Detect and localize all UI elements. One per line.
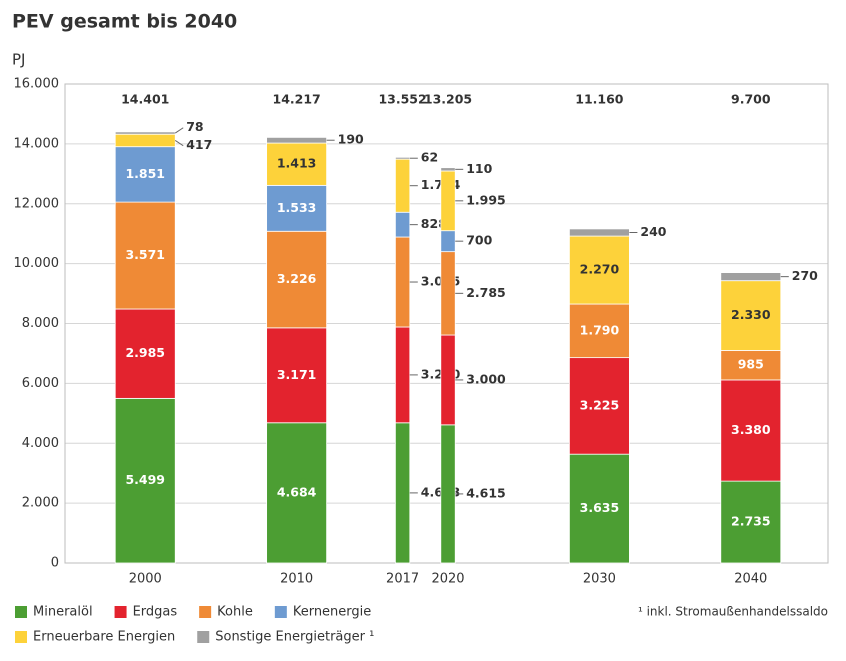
legend-label: Erdgas <box>133 605 178 620</box>
value-label: 2.985 <box>125 345 165 360</box>
legend-swatch <box>15 606 27 618</box>
legend-swatch <box>197 631 210 643</box>
bar-segment <box>266 327 328 424</box>
value-label: 3.226 <box>277 271 317 286</box>
value-label: 3.000 <box>466 371 506 386</box>
bar-segment <box>720 280 782 351</box>
leader-line <box>174 140 184 147</box>
bar-segment <box>440 251 456 336</box>
x-tick-label: 2000 <box>129 572 162 587</box>
total-label: 14.217 <box>273 92 321 107</box>
total-label: 9.700 <box>731 92 771 107</box>
bar-segment <box>394 236 411 328</box>
value-label: 1.533 <box>277 200 317 215</box>
bar-segment <box>266 136 328 144</box>
value-label: 700 <box>466 233 492 248</box>
bar-segment <box>440 170 456 232</box>
value-label: 2.330 <box>731 307 771 322</box>
legend-swatch <box>15 631 27 643</box>
legend-label: Kernenergie <box>293 605 371 620</box>
bar-segment <box>394 156 411 160</box>
value-label: 3.635 <box>580 500 620 515</box>
value-label: 2.270 <box>580 262 620 277</box>
x-tick-label: 2020 <box>431 572 464 587</box>
value-label: 240 <box>640 224 666 239</box>
x-tick-label: 2040 <box>734 572 767 587</box>
bar-segment <box>394 422 411 564</box>
value-label: 270 <box>792 268 818 283</box>
bar-segment <box>440 334 456 426</box>
bar-segment <box>114 133 176 148</box>
y-tick-label: 12.000 <box>14 196 60 211</box>
bar-segment <box>266 142 328 186</box>
x-tick-label: 2010 <box>280 572 313 587</box>
legend-swatch <box>199 606 212 618</box>
bar-segment <box>114 308 176 399</box>
bar-segment <box>394 211 411 238</box>
y-tick-label: 2.000 <box>22 496 59 511</box>
y-tick-label: 6.000 <box>22 376 59 391</box>
value-label: 1.851 <box>125 166 165 181</box>
bar-segment <box>114 146 176 203</box>
value-label: 417 <box>186 137 212 152</box>
value-label: 985 <box>738 357 764 372</box>
bar-segment <box>266 422 328 564</box>
bar-segment <box>440 230 456 253</box>
bar-segment <box>114 397 176 564</box>
chart-title: PEV gesamt bis 2040 <box>12 11 237 33</box>
value-label: 1.995 <box>466 192 506 207</box>
bar-segment <box>266 184 328 232</box>
value-label: 3.380 <box>731 422 771 437</box>
value-label: 1.790 <box>580 322 620 337</box>
x-tick-label: 2030 <box>583 572 616 587</box>
y-tick-label: 8.000 <box>22 316 59 331</box>
bar-segment <box>394 158 411 213</box>
value-label: 4.684 <box>277 484 317 499</box>
y-tick-label: 4.000 <box>22 436 59 451</box>
value-label: 5.499 <box>125 472 165 487</box>
total-label: 14.401 <box>121 92 169 107</box>
y-tick-label: 16.000 <box>14 77 60 92</box>
bar-segment <box>720 272 782 282</box>
x-tick-label: 2017 <box>386 572 419 587</box>
footnote: ¹ inkl. Stromaußenhandelssaldo <box>638 605 828 619</box>
bar-segment <box>569 303 630 359</box>
value-label: 2.735 <box>731 514 771 529</box>
value-label: 3.225 <box>580 397 620 412</box>
bar-segment <box>720 480 782 564</box>
legend-label: Kohle <box>217 605 253 620</box>
bar-segment <box>440 167 456 172</box>
legend-label: Mineralöl <box>33 605 93 620</box>
y-tick-label: 10.000 <box>14 256 60 271</box>
total-label: 13.205 <box>424 92 472 107</box>
bar-segment <box>394 326 411 424</box>
value-label: 1.413 <box>277 156 317 171</box>
value-label: 62 <box>421 150 438 165</box>
total-label: 11.160 <box>575 92 624 107</box>
value-label: 78 <box>186 119 203 134</box>
bar-segment <box>266 230 328 329</box>
value-label: 110 <box>466 161 492 176</box>
y-tick-label: 14.000 <box>14 136 60 151</box>
bar-segment <box>569 228 630 237</box>
legend-swatch <box>274 606 287 618</box>
value-label: 3.571 <box>125 247 165 262</box>
legend-label: Erneuerbare Energien <box>33 630 175 645</box>
y-tick-label: 0 <box>51 556 59 571</box>
value-label: 2.785 <box>466 285 506 300</box>
leader-line <box>174 127 184 134</box>
bar-segment <box>720 379 782 482</box>
bar-segment <box>569 357 630 455</box>
legend-swatch <box>114 606 127 618</box>
value-label: 828 <box>421 216 447 231</box>
legend-label: Sonstige Energieträger ¹ <box>215 630 374 645</box>
value-label: 190 <box>338 132 364 147</box>
value-label: 4.615 <box>466 485 506 500</box>
value-label: 3.171 <box>277 367 317 382</box>
bar-segment <box>114 131 176 135</box>
total-label: 13.552 <box>378 92 426 107</box>
bar-segment <box>440 424 456 564</box>
y-axis-label: PJ <box>12 51 25 69</box>
